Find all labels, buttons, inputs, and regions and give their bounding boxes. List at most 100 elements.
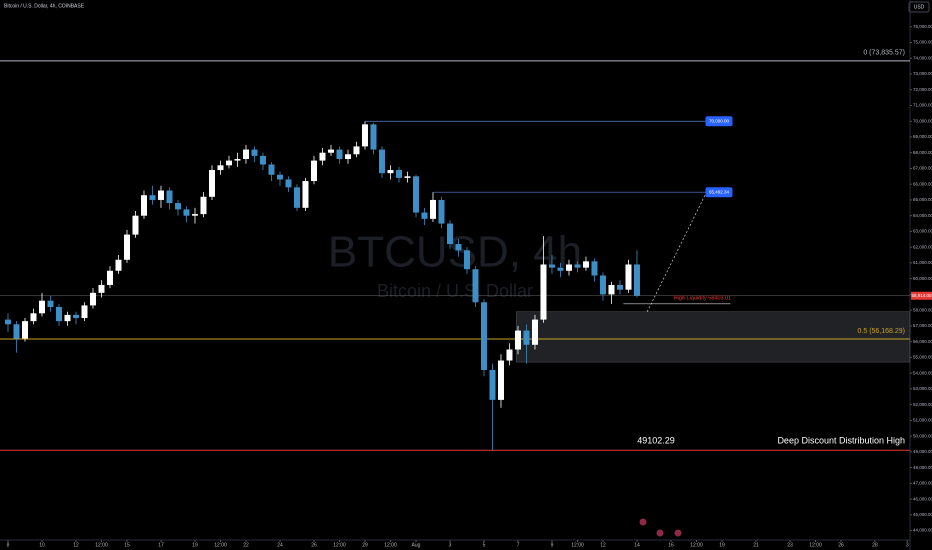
y-tick-label: 56,000.00 [913,339,932,344]
candle-body [548,264,555,268]
x-tick-label: 12 [600,542,606,548]
candle-body [497,360,504,400]
x-tick-label: 3 [449,542,452,548]
candle-body [344,154,351,160]
candle-body [395,170,402,178]
y-tick-label: 65,000.00 [913,197,932,202]
candle-body [259,155,266,165]
y-tick-label: 67,000.00 [913,166,932,171]
event-icon[interactable] [656,529,664,537]
x-tick-label: 26 [838,542,844,548]
candle-body [268,164,275,175]
candle-body [285,179,292,188]
event-icon[interactable] [674,529,682,537]
x-tick-label: 7 [517,542,520,548]
candle-body [455,244,462,251]
candle-body [463,250,470,270]
y-tick-label: 74,000.00 [913,55,932,60]
x-tick-label: 26 [311,542,317,548]
y-tick-label: 58,000.00 [913,307,932,312]
x-tick-label: 12:00 [571,542,584,548]
level-label: 0 (73,835.57) [863,50,905,57]
x-tick-label: 19 [719,542,725,548]
candle-body [21,321,28,339]
y-tick-label: 54,000.00 [913,370,932,375]
y-tick-label: 53,000.00 [913,386,932,391]
candle-body [81,305,88,319]
candle-body [106,270,113,285]
candle-body [174,203,181,210]
candle-body [557,267,564,271]
target-label: 70,000.00 [709,118,730,123]
candle-body [370,124,377,150]
candle-body [608,284,615,295]
event-icon[interactable] [639,518,647,526]
candle-body [47,300,54,307]
candle-body [293,187,300,208]
candle-body [98,284,105,293]
y-tick-label: 46,000.00 [913,496,932,501]
y-tick-label: 68,000.00 [913,150,932,155]
y-tick-label: 76,000.00 [913,24,932,29]
level-label: 49102.29 [637,436,675,446]
x-tick-label: 9 [551,542,554,548]
y-tick-label: 64,000.00 [913,213,932,218]
target-tag [705,187,733,198]
candle-body [251,149,258,156]
candle-body [361,124,368,147]
x-tick-label: 19 [192,542,198,548]
candle-body [599,275,606,295]
candle-body [489,369,496,400]
x-tick-label: 12:00 [384,542,397,548]
candle-body [319,152,326,161]
watermark-sub: Bitcoin / U.S. Dollar [377,281,533,301]
y-tick-label: 47,000.00 [913,481,932,486]
x-tick-label: 23 [787,542,793,548]
x-tick-label: 15 [124,542,130,548]
candle-body [514,330,521,350]
currency-box[interactable] [908,1,930,13]
candle-body [625,264,632,290]
candle-body [378,149,385,174]
x-tick-label: 12:00 [214,542,227,548]
y-tick-label: 57,000.00 [913,323,932,328]
candle-body [166,190,173,204]
candle-body [38,300,45,314]
currency[interactable]: USD [914,4,925,10]
candle-body [208,170,215,197]
x-tick-label: 22 [243,542,249,548]
x-tick-label: 12 [73,542,79,548]
y-tick-label: 55,000.00 [913,355,932,360]
x-tick-label: 5 [483,542,486,548]
candle-body [565,264,572,271]
y-tick-label: 51,000.00 [913,418,932,423]
x-tick-label: 14 [634,542,640,548]
y-tick-label: 45,000.00 [913,512,932,517]
candle-body [582,261,589,268]
candle-body [591,261,598,276]
y-tick-label: 44,000.00 [913,528,932,533]
candle-body [353,146,360,155]
x-tick-label: 12:00 [95,542,108,548]
y-tick-label: 72,000.00 [913,87,932,92]
y-tick-label: 62,000.00 [913,244,932,249]
last-price-label: 58,914.00 [911,293,932,298]
candle-body [200,196,207,215]
y-tick-label: 71,000.00 [913,103,932,108]
candle-body [616,284,623,290]
x-tick-label: 24 [277,542,283,548]
candle-body [429,199,436,219]
candle-body [30,313,37,322]
candle-body [633,264,640,296]
y-tick-label: 75,000.00 [913,40,932,45]
candle-body [438,199,445,224]
candle-body [387,170,394,174]
x-tick-label: 17 [158,542,164,548]
candle-body [64,314,71,322]
x-tick-label: 12:00 [690,542,703,548]
y-tick-label: 73,000.00 [913,71,932,76]
x-tick-label: 3 [906,542,909,548]
candle-body [531,319,538,345]
y-tick-label: 61,000.00 [913,260,932,265]
